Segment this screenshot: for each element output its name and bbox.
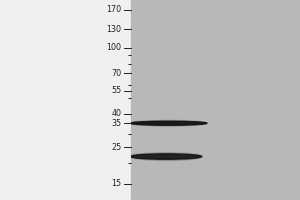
Text: 55: 55 — [111, 86, 122, 95]
Text: 15: 15 — [111, 179, 122, 188]
Text: 40: 40 — [112, 109, 122, 118]
Ellipse shape — [130, 120, 208, 126]
Text: 70: 70 — [111, 69, 122, 78]
Ellipse shape — [130, 154, 202, 159]
Text: 130: 130 — [106, 25, 122, 34]
Text: 25: 25 — [111, 143, 122, 152]
Text: 100: 100 — [106, 43, 122, 52]
Ellipse shape — [130, 121, 207, 125]
Text: 170: 170 — [106, 5, 122, 14]
Text: 35: 35 — [111, 119, 122, 128]
Ellipse shape — [130, 153, 202, 161]
